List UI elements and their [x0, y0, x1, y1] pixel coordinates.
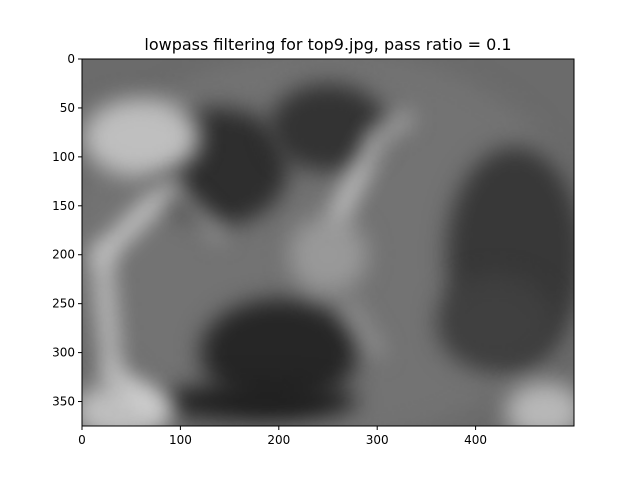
x-tick-label: 0 — [78, 433, 86, 447]
y-tick-label: 0 — [67, 52, 75, 66]
x-tick-label: 300 — [366, 433, 389, 447]
heatmap-image — [82, 59, 574, 426]
y-tick-label: 50 — [60, 101, 75, 115]
y-tick-label: 250 — [52, 297, 75, 311]
y-tick-label: 350 — [52, 395, 75, 409]
y-tick-label: 200 — [52, 248, 75, 262]
x-axis: 0 100 200 300 400 — [78, 426, 487, 447]
y-tick-label: 300 — [52, 346, 75, 360]
y-tick-label: 100 — [52, 150, 75, 164]
x-tick-label: 100 — [169, 433, 192, 447]
plot-area — [81, 58, 575, 427]
x-tick-label: 200 — [267, 433, 290, 447]
y-axis: 0 50 100 150 200 250 300 350 — [52, 52, 82, 409]
y-tick-label: 150 — [52, 199, 75, 213]
axes-frame — [81, 58, 575, 427]
x-tick-label: 400 — [464, 433, 487, 447]
chart-title: lowpass filtering for top9.jpg, pass rat… — [144, 35, 511, 54]
